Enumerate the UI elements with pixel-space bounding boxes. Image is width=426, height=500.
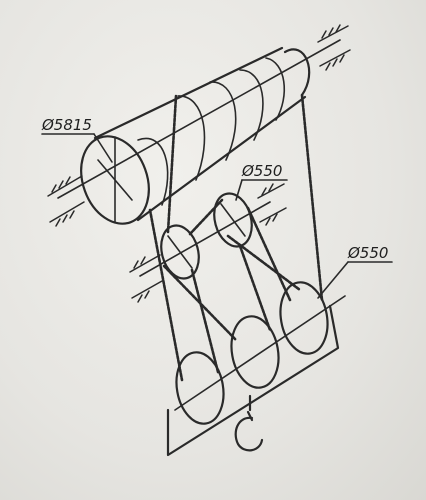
- pulley-upper-dimension: Ø550: [235, 162, 288, 201]
- upper-pulley-axis: [139, 201, 271, 277]
- rope-segment: [300, 93, 324, 302]
- pulley-upper-diameter-label: Ø550: [241, 162, 282, 180]
- pulley-lower-right: [279, 281, 329, 355]
- rope-segment: [190, 268, 220, 374]
- hook-icon: [234, 394, 264, 452]
- rope-segment: [188, 198, 224, 236]
- drum-top-edge: [93, 46, 284, 140]
- drum-groove: [265, 57, 286, 121]
- drum-groove: [239, 69, 264, 141]
- rope-segment: [226, 234, 302, 292]
- pulley-lower-middle: [230, 315, 280, 389]
- drum-dimension-leader: [93, 133, 113, 163]
- rope-segment: [162, 264, 238, 342]
- drum: [80, 46, 311, 225]
- drum-right-end: [283, 48, 311, 97]
- pulley-right-dimension: Ø550: [317, 244, 393, 299]
- drum-left-end: [80, 135, 150, 225]
- fixed-support-hatch-icon: [47, 175, 85, 227]
- pulley-left-upper: [160, 224, 200, 280]
- rope-segment: [148, 208, 184, 382]
- rope-segment: [246, 206, 292, 302]
- drum-groove: [209, 81, 237, 161]
- drum-groove: [137, 137, 169, 206]
- drum-groove: [177, 95, 206, 181]
- pulley-right-diameter-label: Ø550: [347, 244, 388, 262]
- rope-segment: [166, 94, 178, 234]
- pulley-upper: [213, 192, 253, 248]
- rope: [148, 93, 324, 382]
- rope-segment: [238, 244, 272, 332]
- fixed-support-hatch-icon: [257, 183, 287, 226]
- lower-pulley-axis: [174, 295, 346, 411]
- fixed-support-hatch-icon: [129, 254, 163, 303]
- fixed-support-hatch-icon: [317, 24, 351, 71]
- drum-diameter-label: Ø5815: [41, 116, 92, 134]
- pulley-lower-left: [175, 351, 225, 425]
- drum-dimension: Ø5815: [41, 116, 113, 163]
- hook-block-frame: [166, 304, 340, 457]
- drum-axis: [57, 39, 341, 199]
- pulley-right-dimension-leader: [317, 261, 349, 299]
- pulley-upper-dimension-leader: [235, 179, 243, 201]
